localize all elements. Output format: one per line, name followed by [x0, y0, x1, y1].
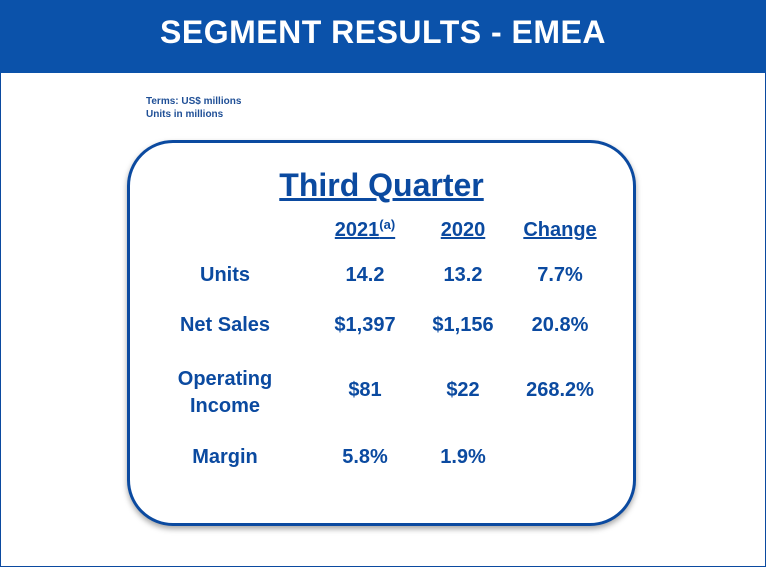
row-label-net-sales: Net Sales [179, 314, 271, 336]
operating-income-change: 268.2% [526, 379, 594, 401]
net-sales-2020: $1,156 [432, 314, 494, 336]
card-title: Third Quarter [279, 167, 484, 203]
net-sales-2021: $1,397 [334, 314, 396, 336]
results-card: Third Quarter 2021(a) 2020 Change Units … [127, 140, 636, 526]
operating-label-line2: Income [189, 395, 261, 417]
net-sales-change: 20.8% [531, 314, 589, 336]
row-label-margin: Margin [192, 446, 258, 468]
operating-income-2020: $22 [446, 379, 480, 401]
header-2021: 2021(a) [334, 217, 396, 241]
terms-note: Terms: US$ millions Units in millions [146, 95, 241, 121]
title-banner: SEGMENT RESULTS - EMEA [0, 0, 766, 73]
operating-income-2021: $81 [348, 379, 382, 401]
margin-2021: 5.8% [342, 446, 388, 468]
terms-currency: Terms: US$ millions [146, 96, 242, 107]
units-2021: 14.2 [345, 264, 385, 286]
row-label-units: Units [200, 264, 250, 286]
slide-title: SEGMENT RESULTS - EMEA [160, 14, 606, 50]
units-2020: 13.2 [443, 264, 483, 286]
units-change: 7.7% [537, 264, 583, 286]
footnote-marker: (a) [379, 217, 396, 232]
row-label-operating-income: Operating Income [160, 366, 290, 420]
terms-units: Units in millions [146, 109, 224, 120]
margin-2020: 1.9% [440, 446, 486, 468]
operating-label-line1: Operating [177, 368, 273, 390]
header-2020: 2020 [440, 219, 486, 241]
header-change: Change [523, 219, 597, 241]
